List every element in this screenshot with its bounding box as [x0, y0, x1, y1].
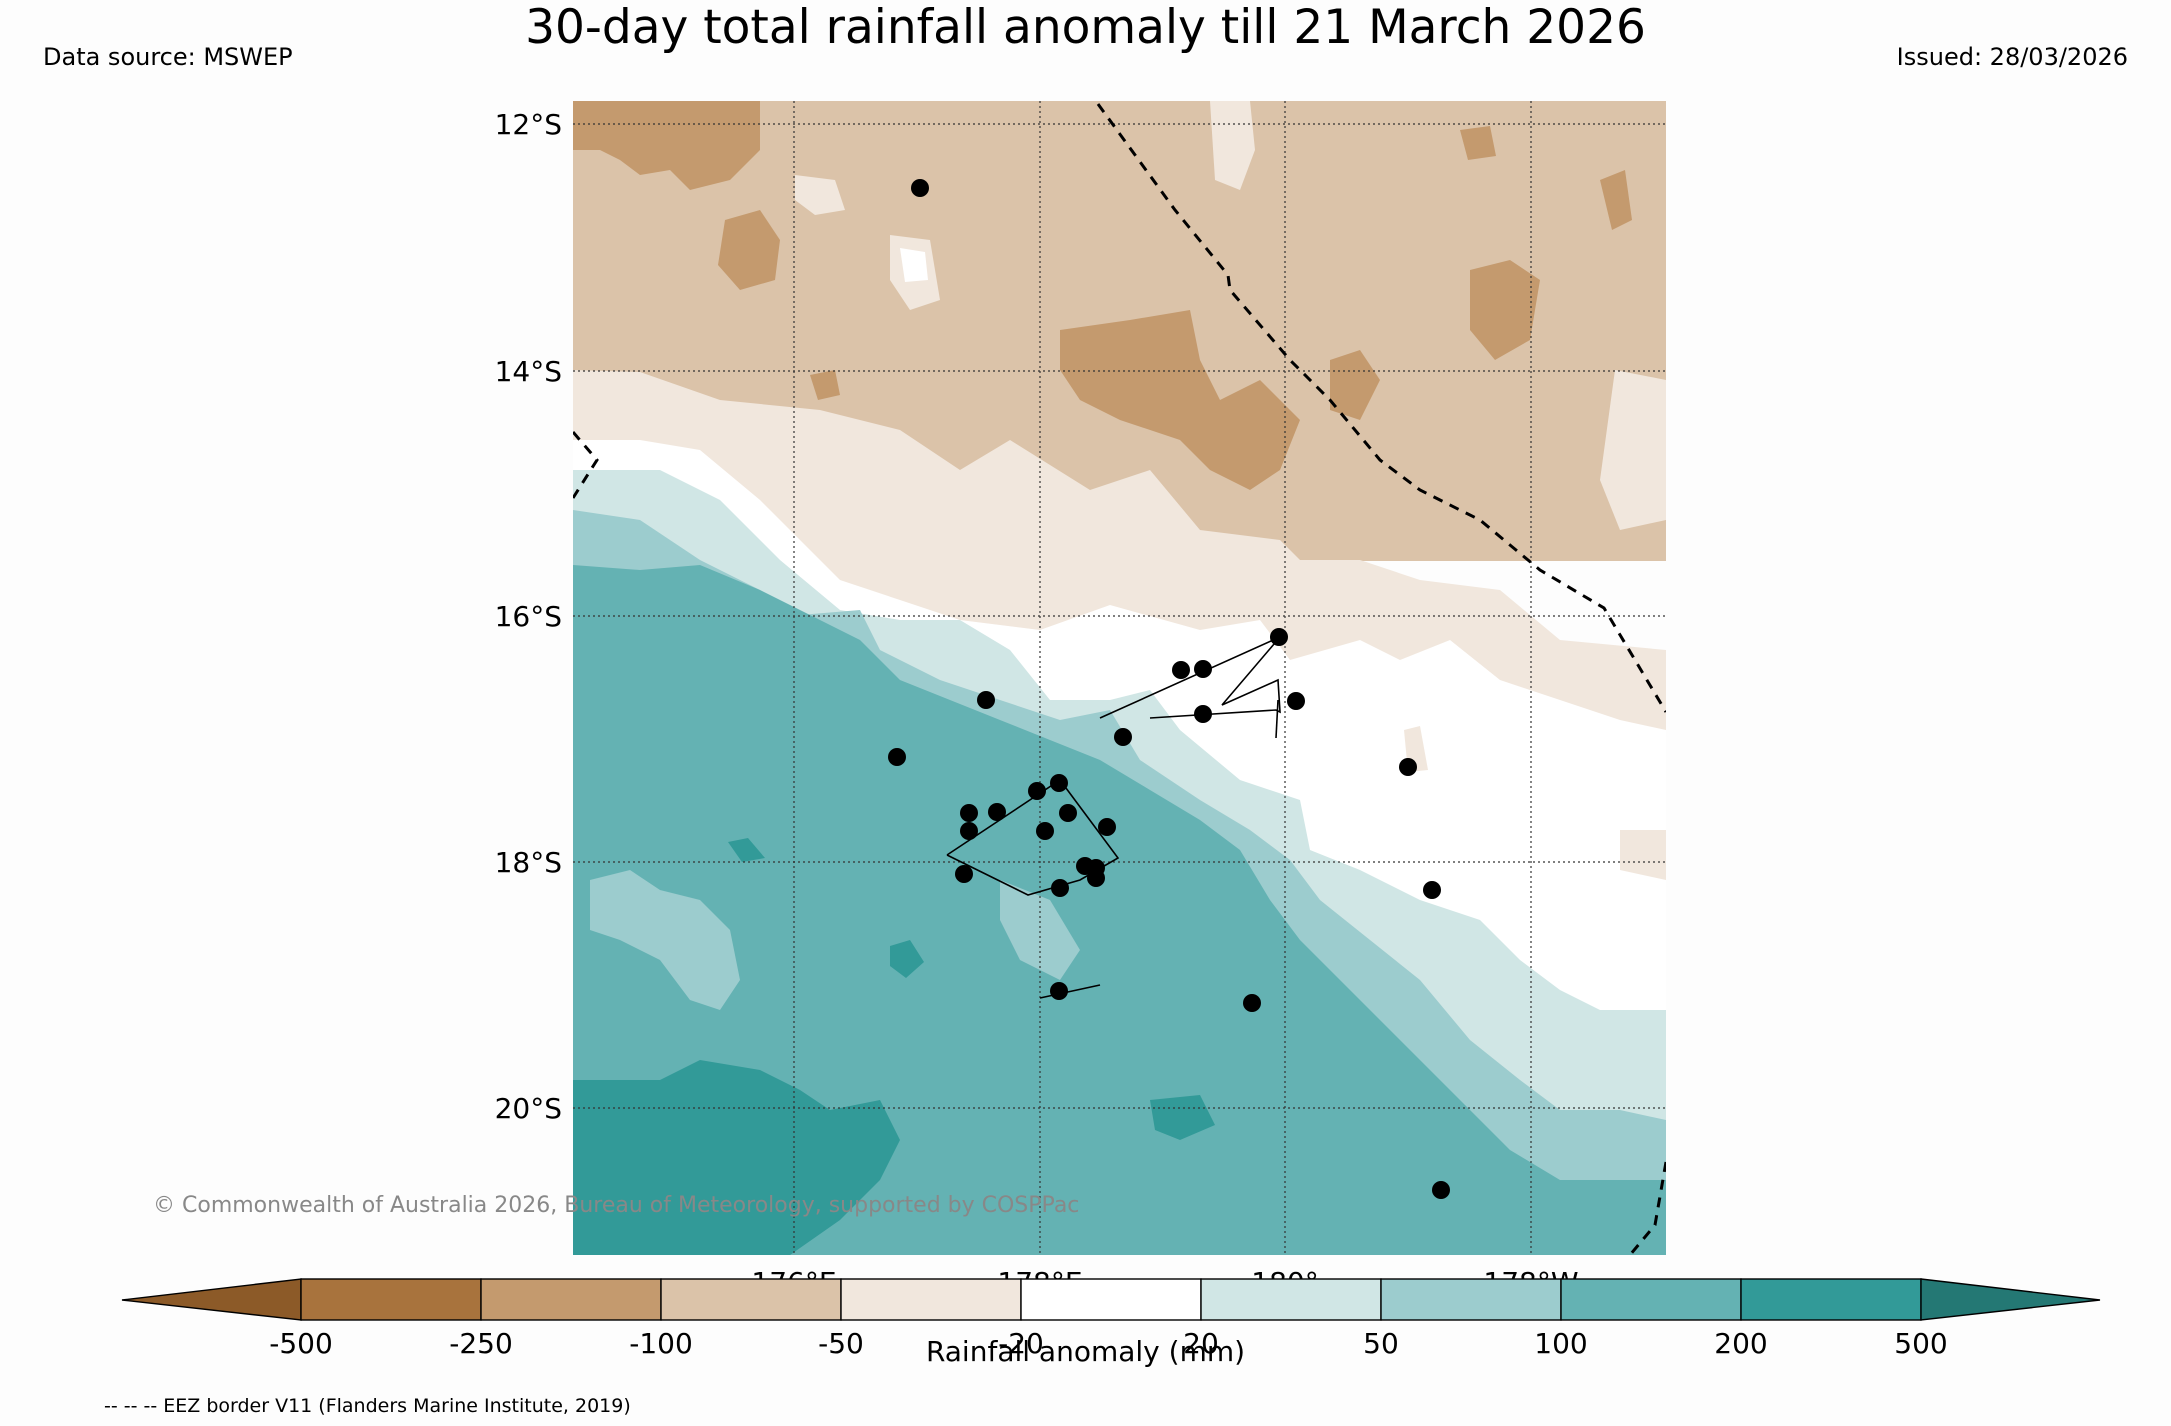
station-dot — [1194, 705, 1212, 723]
station-dot — [911, 179, 929, 197]
colorbar-tick-label: -50 — [818, 1327, 864, 1360]
eez-border-east — [1096, 103, 1666, 713]
colorbar-tick-label: -100 — [629, 1327, 693, 1360]
station-dot — [1059, 804, 1077, 822]
anomaly-zone-p200-spot-west — [728, 838, 765, 862]
station-dot — [1114, 728, 1132, 746]
station-dot — [1050, 982, 1068, 1000]
lat-label-12s: 12°S — [495, 108, 562, 141]
anomaly-zone-p50-islet-south — [590, 870, 740, 1010]
colorbar-extend-high — [1920, 1278, 2101, 1321]
colorbar-tick-label: -250 — [449, 1327, 513, 1360]
lat-label-18s: 18°S — [495, 846, 562, 879]
station-dot — [1050, 774, 1068, 792]
anomaly-zone-m100-northeast — [1470, 260, 1540, 360]
eez-border — [573, 103, 1666, 1255]
colorbar-tick-label: 500 — [1894, 1327, 1947, 1360]
colorbar-segment-m250-m100 — [480, 1278, 662, 1321]
anomaly-zone-m20-patch — [795, 175, 845, 215]
colorbar-tick-label: 50 — [1363, 1327, 1399, 1360]
anomaly-zone-m20-southeast-strip — [1620, 830, 1666, 880]
station-dot — [1399, 758, 1417, 776]
lat-label-14s: 14°S — [495, 355, 562, 388]
colorbar-segment-p50-p100 — [1380, 1278, 1562, 1321]
colorbar-tick-label: -500 — [269, 1327, 333, 1360]
station-dot — [888, 748, 906, 766]
colorbar-segment-m20-p20 — [1020, 1278, 1202, 1321]
anomaly-zone-m100-east — [1330, 350, 1380, 420]
colorbar-ticks: -500 -250 -100 -50 -20 20 50 100 200 500 — [269, 1327, 1948, 1360]
station-dot — [1036, 822, 1054, 840]
anomaly-zone-m20-north-strip — [1210, 101, 1255, 190]
colorbar-segment-m50-m20 — [840, 1278, 1022, 1321]
station-dot — [1087, 869, 1105, 887]
colorbar — [121, 1278, 2101, 1321]
anomaly-zone-p200-spot-central — [890, 940, 924, 978]
anomaly-zone-p200-spot-east — [1150, 1095, 1215, 1140]
anomaly-zone-m100-north — [1460, 126, 1496, 160]
colorbar-segment-p200-p500 — [1740, 1278, 1922, 1321]
colorbar-extend-low — [121, 1278, 302, 1321]
station-dot — [955, 865, 973, 883]
colorbar-tick-label: 20 — [1183, 1327, 1219, 1360]
eez-border-west — [573, 431, 599, 499]
station-dot — [960, 822, 978, 840]
station-dot — [1194, 660, 1212, 678]
graticule — [573, 101, 1666, 1255]
colorbar-segment-p100-p200 — [1560, 1278, 1742, 1321]
colorbar-tick-label: 100 — [1534, 1327, 1587, 1360]
anomaly-zone-m100-west — [718, 210, 780, 290]
chart-title: 30-day total rainfall anomaly till 21 Ma… — [525, 0, 1646, 55]
colorbar-label: Rainfall anomaly (mm) — [925, 1335, 1246, 1368]
eez-border-south — [1628, 1161, 1666, 1255]
copyright-notice: © Commonwealth of Australia 2026, Bureau… — [153, 1193, 1080, 1218]
anomaly-zone-m100-far-northwest — [810, 370, 840, 400]
anomaly-zone-m20-east-strip — [1600, 370, 1666, 530]
station-dot — [1028, 782, 1046, 800]
station-dot — [1243, 994, 1261, 1012]
anomaly-zone-m100-central — [1060, 310, 1300, 490]
station-dot — [1172, 661, 1190, 679]
station-dot — [1270, 628, 1288, 646]
colorbar-segment-m500-m250 — [300, 1278, 482, 1321]
station-dots — [888, 179, 1450, 1199]
anomaly-zone-p200 — [573, 1060, 900, 1255]
station-dot — [1098, 818, 1116, 836]
colorbar-tick-label: -20 — [998, 1327, 1044, 1360]
station-dot — [1287, 692, 1305, 710]
lat-label-16s: 16°S — [495, 600, 562, 633]
station-dot — [988, 803, 1006, 821]
latitude-labels: 12°S 14°S 16°S 18°S 20°S — [495, 108, 562, 1125]
station-dot — [960, 804, 978, 822]
lat-label-20s: 20°S — [495, 1092, 562, 1125]
station-dot — [977, 691, 995, 709]
anomaly-zone-m100-far-northeast — [1600, 170, 1632, 230]
rainfall-map — [573, 101, 1666, 1255]
station-dot — [1423, 881, 1441, 899]
station-dot — [1432, 1181, 1450, 1199]
anomaly-zone-p100 — [573, 565, 1666, 1255]
colorbar-tick-label: 200 — [1714, 1327, 1767, 1360]
station-dot — [1051, 879, 1069, 897]
anomaly-zone-zero-islet — [900, 248, 928, 282]
data-source-label: Data source: MSWEP — [43, 43, 293, 71]
colorbar-segment-m100-m50 — [660, 1278, 842, 1321]
island-outline-kadavu — [1039, 984, 1101, 999]
anomaly-zone-m100-northwest — [573, 101, 760, 190]
island-outline-taveuni — [1275, 699, 1279, 739]
issued-date-label: Issued: 28/03/2026 — [1896, 43, 2128, 71]
colorbar-segment-p20-p50 — [1200, 1278, 1382, 1321]
anomaly-zone-p50-islet-central — [1000, 880, 1080, 980]
eez-legend-note: -- -- -- EEZ border V11 (Flanders Marine… — [104, 1395, 631, 1417]
